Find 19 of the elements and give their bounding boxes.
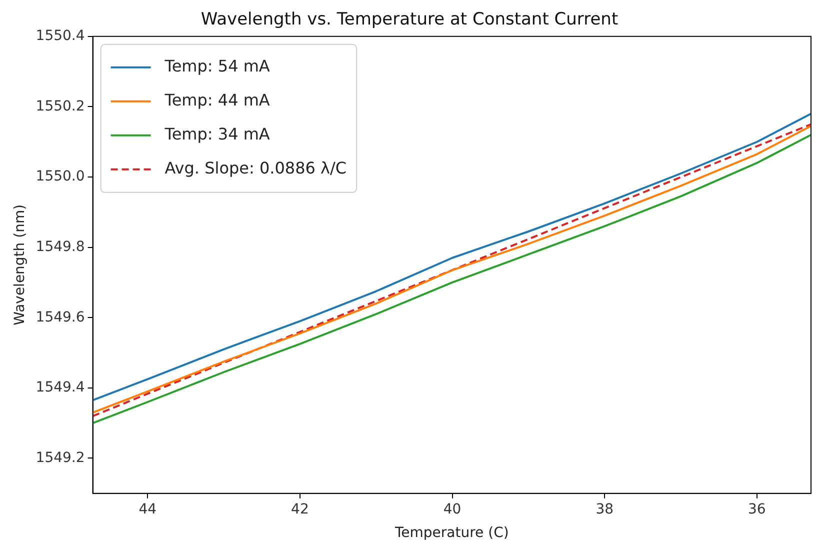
x-tick-label: 36 <box>748 501 766 518</box>
legend-label: Avg. Slope: 0.0886 λ/C <box>164 158 347 178</box>
legend-label: Temp: 54 mA <box>164 56 270 76</box>
y-tick-label: 1549.4 <box>36 380 85 396</box>
x-tick-label: 38 <box>596 501 614 518</box>
y-tick-label: 1549.8 <box>36 238 85 255</box>
x-tick-label: 42 <box>291 501 309 518</box>
x-tick-label: 40 <box>443 501 462 518</box>
legend-label: Temp: 34 mA <box>164 124 270 144</box>
y-tick-label: 1549.6 <box>36 309 85 326</box>
chart-title: Wavelength vs. Temperature at Constant Current <box>200 10 618 30</box>
x-tick-label: 44 <box>138 501 157 518</box>
legend-label: Temp: 44 mA <box>164 90 270 110</box>
y-tick-label: 1550.4 <box>36 28 85 44</box>
y-axis-title: Wavelength (nm) <box>12 204 28 326</box>
y-tick-label: 1550.2 <box>36 98 85 114</box>
y-tick-label: 1550.0 <box>36 168 85 185</box>
y-tick-label: 1549.2 <box>36 450 85 466</box>
x-axis-title: Temperature (C) <box>394 525 509 542</box>
